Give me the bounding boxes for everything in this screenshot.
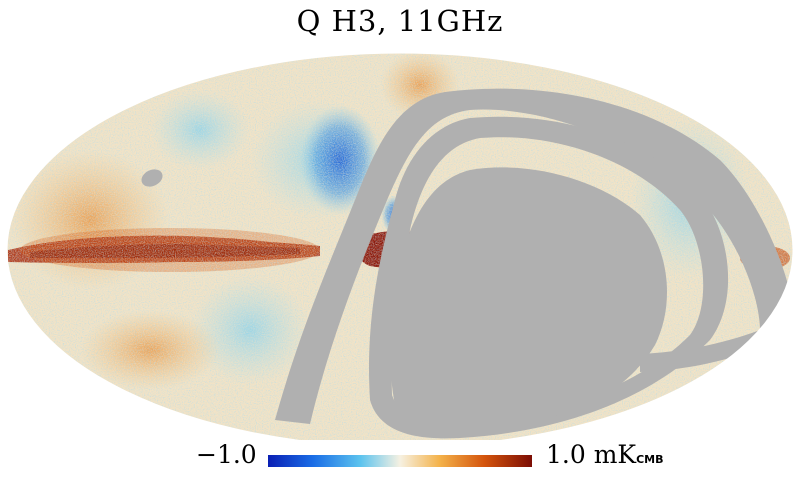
colorbar-unit-subscript: CMB [636,453,664,466]
colorbar-max-value: 1.0 [546,440,586,469]
colorbar-gradient [268,455,532,467]
colorbar-unit: mK [593,440,637,469]
mask-central-disc [390,167,667,430]
colorbar-max-label: 1.0 mKCMB [546,440,664,469]
colorbar [268,455,532,467]
map-title: Q H3, 11GHz [296,4,504,38]
mask-point-source [141,169,163,187]
mollweide-sky-map [6,52,794,440]
colorbar-min-label: −1.0 [196,440,257,469]
map-boundary [6,52,794,440]
